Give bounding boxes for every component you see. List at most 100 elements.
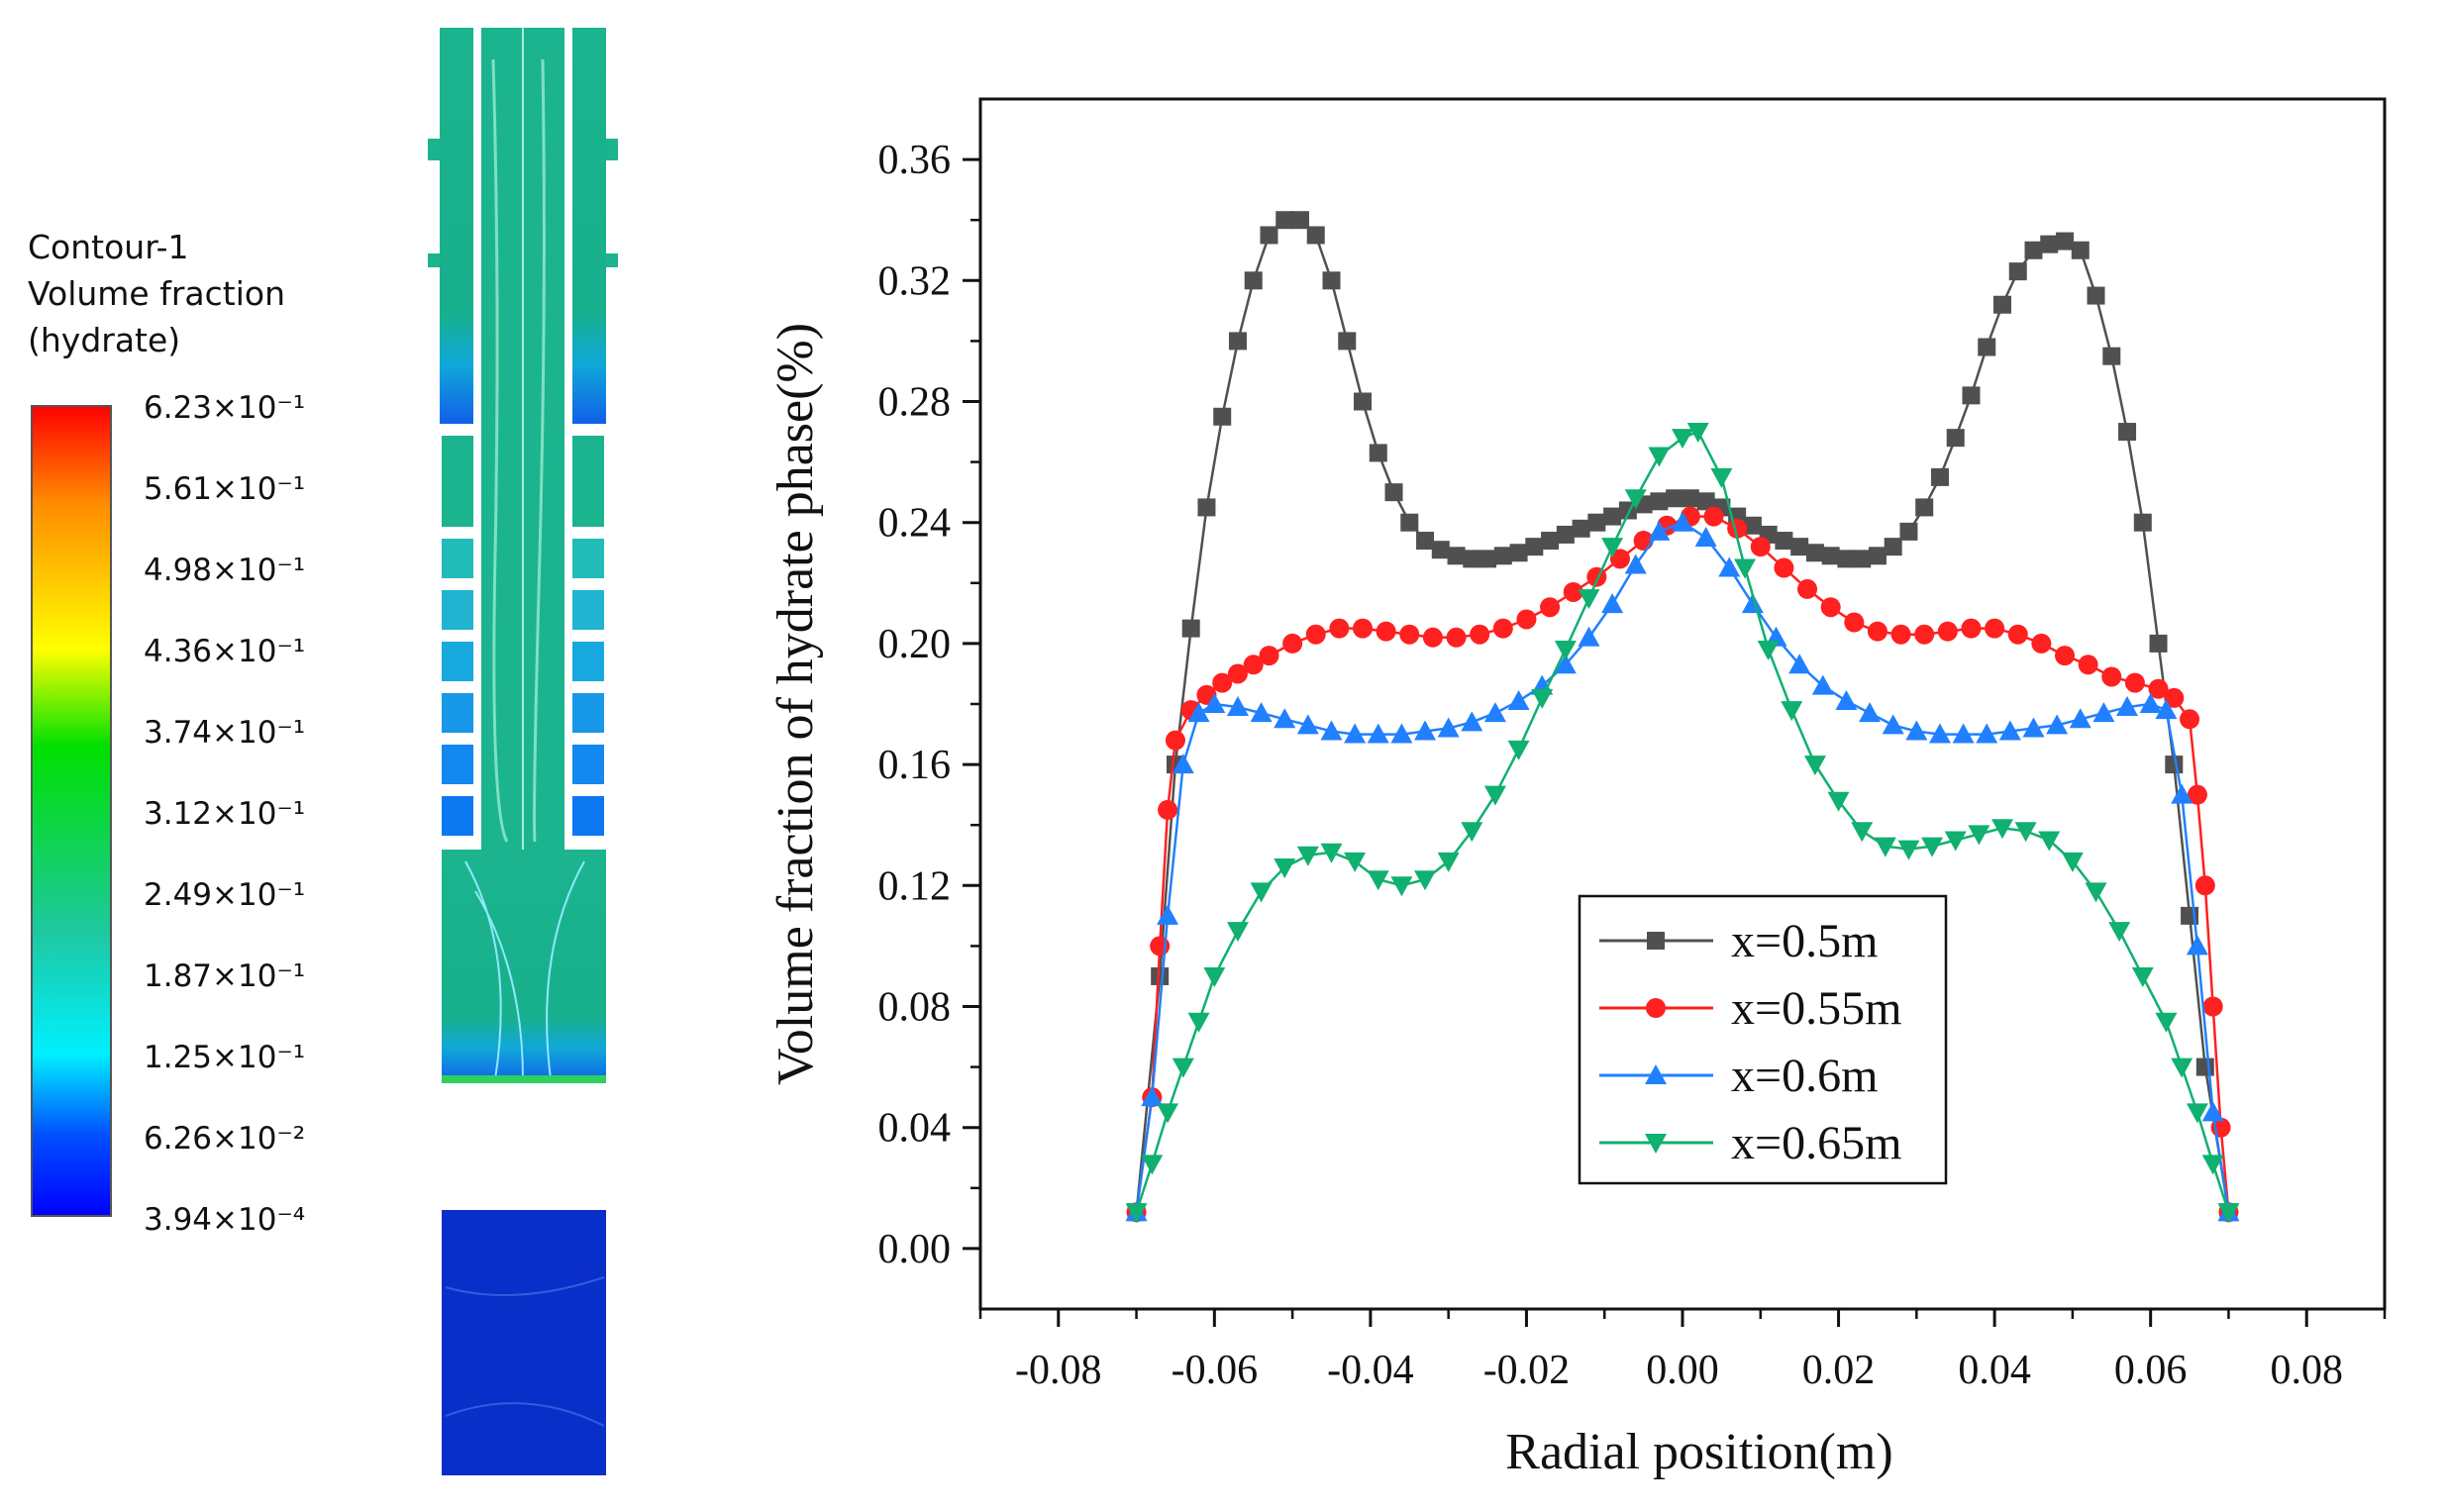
series-3-point-40 (2014, 822, 2037, 843)
series-3-point-26 (1686, 423, 1709, 444)
series-3-point-49 (2201, 1155, 2224, 1175)
series-1-point-49 (2164, 687, 2185, 708)
colorbar-label-5: 3.12×10⁻¹ (144, 796, 305, 832)
series-3-point-42 (2061, 852, 2084, 872)
series-3-point-14 (1414, 870, 1437, 891)
series-1-point-33 (1797, 578, 1818, 599)
series-0-point-35 (1681, 489, 1699, 508)
series-3-point-19 (1531, 688, 1554, 709)
series-0-point-6 (1228, 332, 1247, 351)
colorbar-label-8: 1.25×10⁻¹ (144, 1040, 305, 1075)
series-0-point-26 (1541, 532, 1560, 551)
series-3-point-31 (1803, 756, 1826, 776)
series-1-point-29 (1703, 506, 1724, 527)
series-1-point-45 (2078, 655, 2098, 675)
x-tick-label-8: 0.08 (2270, 1348, 2343, 1393)
series-0-point-48 (1884, 538, 1902, 556)
series-3-point-36 (1921, 837, 1944, 857)
y-tick-label-6: 0.24 (878, 501, 952, 547)
series-0-point-42 (1790, 538, 1809, 556)
series-1-point-42 (2007, 624, 2028, 645)
series-0 (1127, 211, 2238, 1222)
series-3-point-18 (1507, 740, 1530, 760)
series-3-point-7 (1250, 882, 1273, 903)
series-1-point-8 (1227, 663, 1248, 684)
series-3-point-5 (1203, 966, 1226, 987)
series-0-point-5 (1213, 407, 1232, 426)
legend-marker-2 (1645, 1064, 1667, 1084)
series-0-point-36 (1696, 492, 1715, 511)
series-2-point-49 (2201, 1101, 2224, 1122)
flange-left-2 (428, 253, 440, 267)
colorbar-label-10: 3.94×10⁻⁴ (144, 1202, 305, 1238)
series-1-point-3 (1158, 799, 1178, 820)
series-1-point-34 (1820, 597, 1841, 618)
legend-label-0: x=0.5m (1731, 915, 1878, 967)
x-axis-title: Radial position(m) (1505, 1424, 1892, 1480)
series-1-point-15 (1376, 621, 1396, 642)
x-tick-label-6: 0.04 (1958, 1348, 2031, 1393)
series-0-point-51 (1930, 467, 1949, 486)
series-3-point-32 (1827, 791, 1850, 812)
series-2-point-10 (1320, 720, 1343, 741)
series-1-point-53 (2202, 996, 2223, 1017)
series-2-point-34 (1882, 714, 1904, 735)
series-2-point-43 (2092, 702, 2115, 723)
series-3-point-20 (1554, 641, 1577, 661)
flange-right-2 (606, 253, 618, 267)
series-0-point-44 (1821, 547, 1840, 565)
series-3 (1125, 423, 2240, 1224)
series-0-point-56 (2008, 262, 2027, 281)
series-3-point-34 (1874, 837, 1896, 857)
series-3-point-47 (2171, 1058, 2193, 1078)
legend-entries: x=0.5m x=0.55m x=0.6m x=0.65m (1599, 915, 1901, 1169)
series-2-point-3 (1172, 754, 1194, 774)
series-2-point-9 (1296, 714, 1319, 735)
series-0-point-1 (1151, 966, 1170, 985)
series-3-point-44 (2108, 922, 2131, 943)
series-1-point-20 (1492, 618, 1513, 639)
series-2-point-33 (1859, 702, 1882, 723)
colorbar-label-0: 6.23×10⁻¹ (144, 390, 305, 426)
series-2-point-14 (1414, 720, 1437, 741)
series-0-point-47 (1868, 547, 1887, 565)
series-0-point-9 (1275, 211, 1294, 230)
series-2-point-28 (1741, 593, 1764, 614)
series-0-point-59 (2056, 232, 2075, 251)
series-1-point-4 (1165, 730, 1185, 751)
colorbar-labels: 6.23×10⁻¹ 5.61×10⁻¹ 4.98×10⁻¹ 4.36×10⁻¹ … (144, 390, 305, 1238)
series-0-point-50 (1915, 498, 1934, 517)
series-2-point-41 (2046, 714, 2069, 735)
series-2-point-17 (1483, 702, 1506, 723)
series-2-point-45 (2139, 693, 2162, 713)
series-1-point-40 (1961, 618, 1982, 639)
series-3-point-50 (2217, 1203, 2240, 1224)
series-1-point-32 (1774, 557, 1794, 578)
series-2-point-40 (2022, 717, 2045, 738)
series-3-point-15 (1437, 852, 1460, 872)
series-3-point-35 (1897, 840, 1920, 860)
x-tick-label-5: 0.02 (1802, 1348, 1876, 1393)
series-3-point-1 (1141, 1155, 1164, 1175)
series-0-point-63 (2118, 423, 2137, 442)
series-3-point-29 (1757, 641, 1780, 661)
series-0-point-53 (1962, 386, 1981, 405)
series-1-point-25 (1609, 549, 1630, 569)
series-3-point-9 (1296, 846, 1319, 866)
mixing-region (442, 850, 606, 1083)
series-2-point-25 (1672, 511, 1693, 532)
series-1-point-19 (1470, 624, 1490, 645)
flange-right-1 (606, 139, 618, 160)
series-1 (1126, 506, 2239, 1223)
series-3-point-21 (1578, 589, 1600, 610)
central-contour-line-2 (533, 58, 546, 843)
series-3-point-3 (1172, 1058, 1194, 1078)
series-0-point-29 (1587, 513, 1606, 532)
series-0-point-33 (1650, 492, 1669, 511)
series-0-point-3 (1181, 619, 1200, 638)
colorbar-label-6: 2.49×10⁻¹ (144, 877, 305, 913)
series-0-point-16 (1384, 483, 1403, 502)
series-3-point-2 (1157, 1103, 1179, 1124)
series-0-point-15 (1369, 444, 1387, 462)
